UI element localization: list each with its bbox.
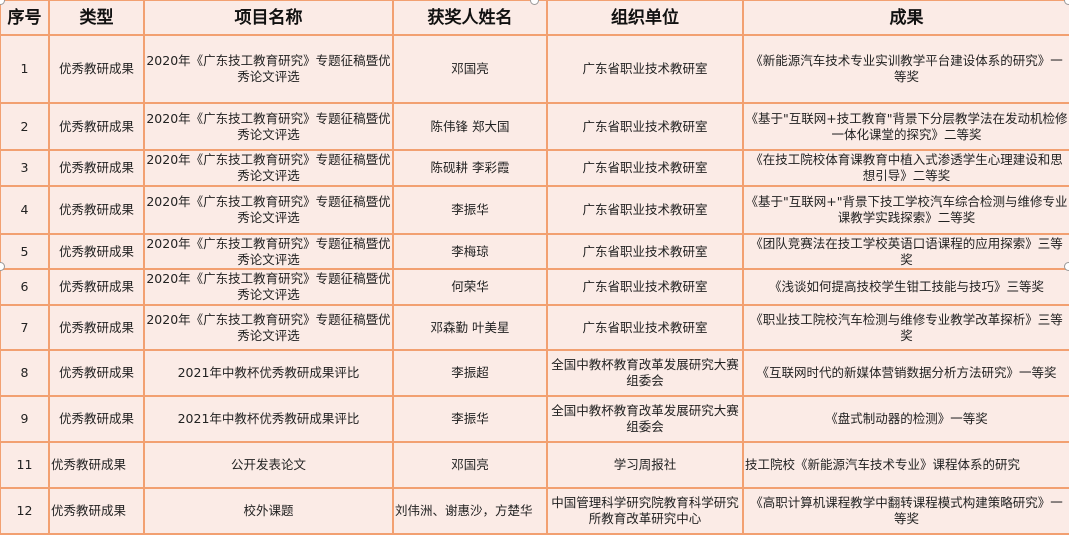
cell-no[interactable]: 7 [0,304,50,351]
cell-project[interactable]: 2020年《广东技工教育研究》专题征稿暨优秀论文评选 [143,304,394,351]
cell-result[interactable]: 《在技工院校体育课教育中植入式渗透学生心理建设和思想引导》二等奖 [742,149,1069,187]
cell-result[interactable]: 《职业技工院校汽车检测与维修专业教学改革探析》三等奖 [742,304,1069,351]
cell-no[interactable]: 3 [0,149,50,187]
cell-result[interactable]: 《浅谈如何提高技校学生钳工技能与技巧》三等奖 [742,268,1069,306]
cell-winners[interactable]: 李振华 [392,395,548,443]
table-row: 6 优秀教研成果 2020年《广东技工教育研究》专题征稿暨优秀论文评选 何荣华 广东省职… [0,268,1069,306]
header-type[interactable]: 类型 [48,0,145,36]
cell-result[interactable]: 技工院校《新能源汽车技术专业》课程体系的研究 [742,441,1069,489]
cell-type[interactable]: 优秀教研成果 [48,102,145,151]
table-row: 5 优秀教研成果 2020年《广东技工教育研究》专题征稿暨优秀论文评选 李梅琼 广东省职… [0,233,1069,270]
header-org[interactable]: 组织单位 [546,0,744,36]
table-row: 11 优秀教研成果 公开发表论文 邓国亮 学习周报社 技工院校《新能源汽车技术专业》课程体… [0,441,1069,489]
cell-no[interactable]: 2 [0,102,50,151]
cell-no[interactable]: 9 [0,395,50,443]
cell-result[interactable]: 《基于"互联网+技工教育"背景下分层教学法在发动机检修一体化课堂的探究》二等奖 [742,102,1069,151]
header-project[interactable]: 项目名称 [143,0,394,36]
cell-project[interactable]: 2020年《广东技工教育研究》专题征稿暨优秀论文评选 [143,34,394,104]
cell-result[interactable]: 《团队竞赛法在技工学校英语口语课程的应用探索》三等奖 [742,233,1069,270]
cell-winners[interactable]: 李梅琼 [392,233,548,270]
table-row: 4 优秀教研成果 2020年《广东技工教育研究》专题征稿暨优秀论文评选 李振华 广东省职… [0,185,1069,235]
cell-winners[interactable]: 陈伟锋 郑大国 [392,102,548,151]
cell-org[interactable]: 广东省职业技术教研室 [546,233,744,270]
header-row: 序号 类型 项目名称 获奖人姓名 组织单位 成果 [0,0,1069,36]
table-row: 9 优秀教研成果 2021年中教杯优秀教研成果评比 李振华 全国中教杯教育改革发展研究大… [0,395,1069,443]
cell-project[interactable]: 公开发表论文 [143,441,394,489]
cell-winners[interactable]: 何荣华 [392,268,548,306]
cell-result[interactable]: 《盘式制动器的检测》一等奖 [742,395,1069,443]
cell-type[interactable]: 优秀教研成果 [48,304,145,351]
cell-type[interactable]: 优秀教研成果 [48,149,145,187]
cell-org[interactable]: 广东省职业技术教研室 [546,34,744,104]
resize-handle-middle-left[interactable] [0,262,5,271]
cell-winners[interactable]: 刘伟洲、谢惠沙，方楚华 [392,487,548,535]
cell-no[interactable]: 6 [0,268,50,306]
header-result[interactable]: 成果 [742,0,1069,36]
cell-project[interactable]: 校外课题 [143,487,394,535]
cell-no[interactable]: 8 [0,349,50,397]
cell-winners[interactable]: 陈砚耕 李彩霞 [392,149,548,187]
resize-handle-top-middle[interactable] [530,0,539,5]
cell-project[interactable]: 2020年《广东技工教育研究》专题征稿暨优秀论文评选 [143,268,394,306]
cell-no[interactable]: 5 [0,233,50,270]
table-row: 12 优秀教研成果 校外课题 刘伟洲、谢惠沙，方楚华 中国管理科学研究院教育科学研究所教… [0,487,1069,535]
cell-result[interactable]: 《新能源汽车技术专业实训教学平台建设体系的研究》一等奖 [742,34,1069,104]
cell-org[interactable]: 广东省职业技术教研室 [546,304,744,351]
cell-result[interactable]: 《基于"互联网+"背景下技工学校汽车综合检测与维修专业课教学实践探索》二等奖 [742,185,1069,235]
cell-project[interactable]: 2021年中教杯优秀教研成果评比 [143,349,394,397]
cell-result[interactable]: 《高职计算机课程教学中翻转课程模式构建策略研究》一等奖 [742,487,1069,535]
cell-project[interactable]: 2020年《广东技工教育研究》专题征稿暨优秀论文评选 [143,185,394,235]
cell-no[interactable]: 12 [0,487,50,535]
resize-handle-top-left[interactable] [0,0,5,5]
cell-type[interactable]: 优秀教研成果 [48,185,145,235]
cell-org[interactable]: 广东省职业技术教研室 [546,102,744,151]
cell-project[interactable]: 2021年中教杯优秀教研成果评比 [143,395,394,443]
cell-type[interactable]: 优秀教研成果 [48,487,145,535]
cell-winners[interactable]: 邓森勤 叶美星 [392,304,548,351]
cell-no[interactable]: 4 [0,185,50,235]
cell-winners[interactable]: 李振华 [392,185,548,235]
cell-type[interactable]: 优秀教研成果 [48,268,145,306]
resize-handle-middle-right[interactable] [1064,262,1069,271]
cell-winners[interactable]: 邓国亮 [392,34,548,104]
cell-project[interactable]: 2020年《广东技工教育研究》专题征稿暨优秀论文评选 [143,233,394,270]
cell-org[interactable]: 广东省职业技术教研室 [546,149,744,187]
header-winners[interactable]: 获奖人姓名 [392,0,548,36]
cell-type[interactable]: 优秀教研成果 [48,349,145,397]
cell-winners[interactable]: 邓国亮 [392,441,548,489]
cell-type[interactable]: 优秀教研成果 [48,233,145,270]
table-row: 1 优秀教研成果 2020年《广东技工教育研究》专题征稿暨优秀论文评选 邓国亮 广东省职… [0,34,1069,104]
table-row: 8 优秀教研成果 2021年中教杯优秀教研成果评比 李振超 全国中教杯教育改革发展研究大… [0,349,1069,397]
cell-type[interactable]: 优秀教研成果 [48,34,145,104]
table-row: 7 优秀教研成果 2020年《广东技工教育研究》专题征稿暨优秀论文评选 邓森勤 叶美星… [0,304,1069,351]
table-row: 3 优秀教研成果 2020年《广东技工教育研究》专题征稿暨优秀论文评选 陈砚耕 李彩霞… [0,149,1069,187]
cell-project[interactable]: 2020年《广东技工教育研究》专题征稿暨优秀论文评选 [143,102,394,151]
cell-type[interactable]: 优秀教研成果 [48,395,145,443]
cell-no[interactable]: 1 [0,34,50,104]
table-row: 2 优秀教研成果 2020年《广东技工教育研究》专题征稿暨优秀论文评选 陈伟锋 郑大国… [0,102,1069,151]
resize-handle-top-right[interactable] [1064,0,1069,5]
cell-org[interactable]: 广东省职业技术教研室 [546,185,744,235]
cell-org[interactable]: 全国中教杯教育改革发展研究大赛组委会 [546,349,744,397]
cell-org[interactable]: 广东省职业技术教研室 [546,268,744,306]
cell-winners[interactable]: 李振超 [392,349,548,397]
cell-org[interactable]: 中国管理科学研究院教育科学研究所教育改革研究中心 [546,487,744,535]
cell-org[interactable]: 学习周报社 [546,441,744,489]
cell-result[interactable]: 《互联网时代的新媒体营销数据分析方法研究》一等奖 [742,349,1069,397]
header-no[interactable]: 序号 [0,0,50,36]
cell-no[interactable]: 11 [0,441,50,489]
cell-type[interactable]: 优秀教研成果 [48,441,145,489]
cell-org[interactable]: 全国中教杯教育改革发展研究大赛组委会 [546,395,744,443]
cell-project[interactable]: 2020年《广东技工教育研究》专题征稿暨优秀论文评选 [143,149,394,187]
